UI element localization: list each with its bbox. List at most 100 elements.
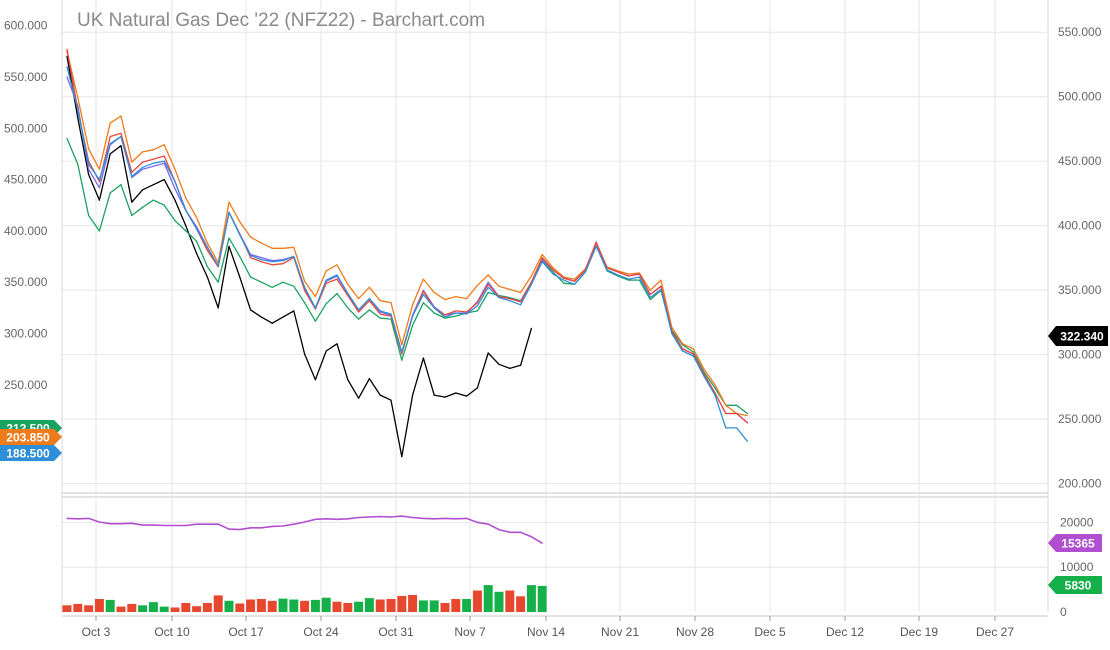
series-point <box>422 278 424 280</box>
x-tick-label: Oct 24 <box>303 625 339 639</box>
series-point <box>196 228 198 230</box>
open-interest-point <box>379 516 381 518</box>
series-point <box>736 427 738 429</box>
series-point <box>649 299 651 301</box>
series-line <box>66 76 748 424</box>
series-point <box>77 163 79 165</box>
series-point <box>282 247 284 249</box>
x-tick-label: Nov 14 <box>527 625 565 639</box>
open-interest-point <box>455 518 457 520</box>
open-interest-point <box>228 528 230 530</box>
right-axis-tick-label: 400.000 <box>1058 219 1102 233</box>
series-point <box>422 289 424 291</box>
series-point <box>293 255 295 258</box>
series-point <box>466 311 468 313</box>
series-line <box>66 51 748 417</box>
volume-bar <box>397 595 407 612</box>
series-point <box>714 394 716 396</box>
open-interest-point <box>422 517 424 520</box>
series-line <box>66 66 748 442</box>
volume-bar <box>364 598 374 612</box>
series-point <box>217 281 219 283</box>
series-line <box>66 56 533 458</box>
series-point <box>433 394 435 396</box>
right-axis-tick-label: 350.000 <box>1058 283 1102 297</box>
series-point <box>725 412 727 415</box>
right-axis-tick-label: 550.000 <box>1058 25 1102 39</box>
volume-bar <box>310 599 320 612</box>
series-point <box>304 286 306 288</box>
series-point <box>77 109 79 111</box>
series-point <box>260 257 262 259</box>
series-point <box>217 307 219 309</box>
series-point <box>325 282 327 284</box>
series-point <box>98 181 100 183</box>
volume-axis-tick-label: 10000 <box>1060 560 1094 574</box>
series-point <box>368 378 370 380</box>
volume-bar <box>462 599 472 612</box>
open-interest-line <box>66 515 543 544</box>
series-point <box>163 144 165 146</box>
gridlines <box>61 0 1049 617</box>
series-point <box>422 293 424 296</box>
volume-bar <box>505 590 515 612</box>
series-point <box>552 267 554 269</box>
open-interest-point <box>217 523 219 525</box>
volume-bar <box>116 606 126 612</box>
series-point <box>368 286 370 288</box>
series-line <box>66 138 748 415</box>
series-point <box>152 162 154 164</box>
series-point <box>282 260 284 262</box>
series-point <box>325 303 327 305</box>
series-point <box>120 115 122 117</box>
series-point <box>131 176 133 179</box>
series-point <box>271 264 273 266</box>
series-point <box>455 315 457 317</box>
series-point <box>390 313 392 315</box>
series-point <box>379 317 381 319</box>
series-point <box>520 304 522 306</box>
series-point <box>746 412 749 415</box>
series-point <box>628 275 630 277</box>
volume-tag-text: 5830 <box>1065 579 1092 593</box>
series-point <box>368 309 370 311</box>
series-point <box>239 221 241 223</box>
series-point <box>271 322 273 324</box>
series-point <box>444 316 446 318</box>
open-interest-point <box>98 521 100 523</box>
series-point <box>455 392 457 394</box>
series-point <box>476 284 478 286</box>
series-point <box>401 344 403 346</box>
series-point <box>595 245 597 247</box>
open-interest-point <box>282 525 284 527</box>
series-point <box>347 283 349 285</box>
series-point <box>131 201 133 203</box>
open-interest-point <box>174 524 176 527</box>
series-point <box>174 220 176 222</box>
series-point <box>260 259 262 261</box>
series-point <box>379 311 381 313</box>
series-point <box>412 394 414 396</box>
series-point <box>77 96 79 99</box>
series-point <box>282 263 284 265</box>
series-point <box>541 261 543 263</box>
open-interest-point <box>358 516 360 519</box>
chart-title: UK Natural Gas Dec '22 (NFZ22) - Barchar… <box>77 10 486 31</box>
volume-bar <box>235 603 245 612</box>
price-tag-text: 203.850 <box>6 431 50 445</box>
series-point <box>476 310 478 312</box>
right-axis-tick-label: 200.000 <box>1058 477 1102 491</box>
volume-panel <box>62 515 547 612</box>
open-interest-point <box>498 529 500 531</box>
series-point <box>660 288 662 290</box>
series-point <box>314 308 316 310</box>
series-point <box>682 343 684 345</box>
series-point <box>638 279 641 281</box>
series-point <box>358 311 360 313</box>
series-point <box>347 307 349 309</box>
axes: Oct 3 Oct 10 Oct 17 Oct 24 Oct 31 Nov 7 Nov 14… <box>4 19 1102 639</box>
series-point <box>131 171 133 173</box>
volume-bar <box>170 607 180 612</box>
series-point <box>638 276 641 278</box>
series-point <box>142 206 144 208</box>
